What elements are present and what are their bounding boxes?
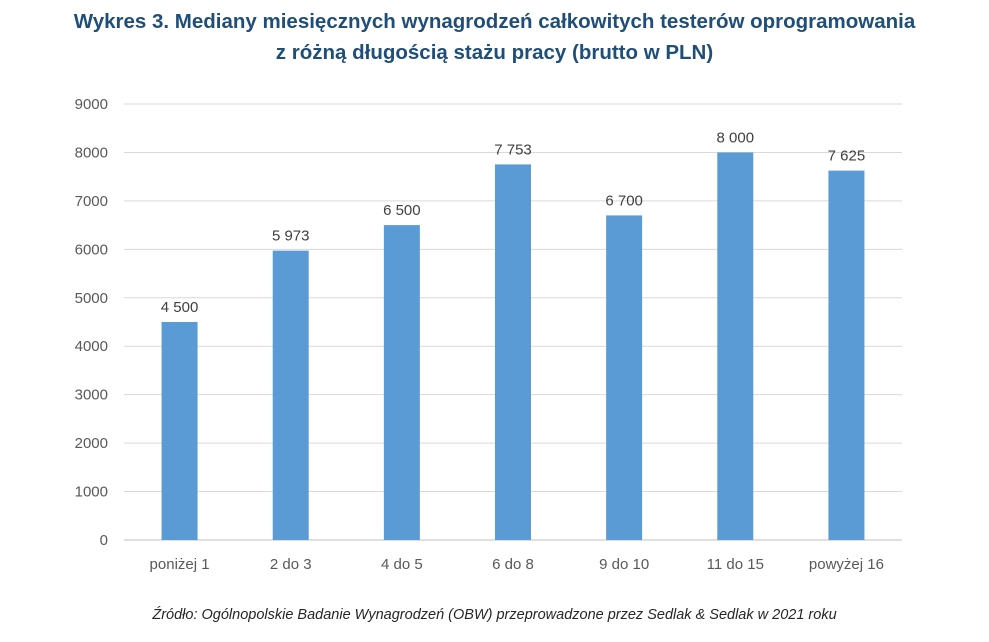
y-tick-label: 9000: [75, 96, 108, 113]
y-tick-label: 0: [100, 532, 108, 549]
x-tick-label: 2 do 3: [270, 556, 312, 573]
data-label: 4 500: [161, 299, 199, 316]
y-tick-label: 4000: [75, 338, 108, 355]
chart-title: Wykres 3. Mediany miesięcznych wynagrodz…: [0, 6, 989, 68]
bar: [272, 250, 309, 540]
x-axis: poniżej 1 2 do 3 4 do 5 6 do 8 9 do 10 11 do …: [150, 556, 884, 573]
bar: [161, 322, 198, 540]
x-tick-label: powyżej 16: [809, 556, 884, 573]
data-label: 6 700: [605, 192, 643, 209]
y-tick-label: 8000: [75, 144, 108, 161]
chart-title-line-2: z różną długością stażu pracy (brutto w …: [275, 41, 714, 64]
bar: [495, 164, 531, 540]
y-tick-label: 6000: [75, 241, 108, 258]
source-note: Źródło: Ogólnopolskie Badanie Wynagrodze…: [152, 607, 837, 623]
bar: [717, 152, 754, 540]
data-labels: 4 500 5 973 6 500 7 753 6 700 8 000 7 625: [161, 129, 865, 316]
y-tick-label: 5000: [75, 290, 108, 307]
y-tick-label: 3000: [75, 387, 108, 404]
y-tick-label: 7000: [75, 193, 108, 210]
x-tick-label: poniżej 1: [150, 556, 210, 573]
x-tick-label: 11 do 15: [707, 556, 764, 573]
bar: [606, 215, 643, 540]
bar: [828, 170, 865, 540]
data-label: 8 000: [717, 129, 755, 146]
data-label: 6 500: [383, 202, 421, 219]
chart-title-line-1: Wykres 3. Mediany miesięcznych wynagrodz…: [73, 10, 916, 33]
bar: [383, 225, 420, 540]
data-label: 5 973: [272, 228, 310, 245]
x-tick-label: 6 do 8: [492, 556, 534, 573]
y-axis: 0 1000 2000 3000 4000 5000 6000 7000 8000 9000: [75, 96, 108, 549]
data-label: 7 625: [828, 148, 866, 165]
bars: [161, 152, 865, 540]
bar-chart: 0 1000 2000 3000 4000 5000 6000 7000 8000 9000 4 …: [75, 96, 902, 573]
x-tick-label: 9 do 10: [599, 556, 649, 573]
x-tick-label: 4 do 5: [381, 556, 423, 573]
data-label: 7 753: [494, 141, 532, 158]
y-tick-label: 2000: [75, 435, 108, 452]
y-tick-label: 1000: [75, 484, 108, 501]
